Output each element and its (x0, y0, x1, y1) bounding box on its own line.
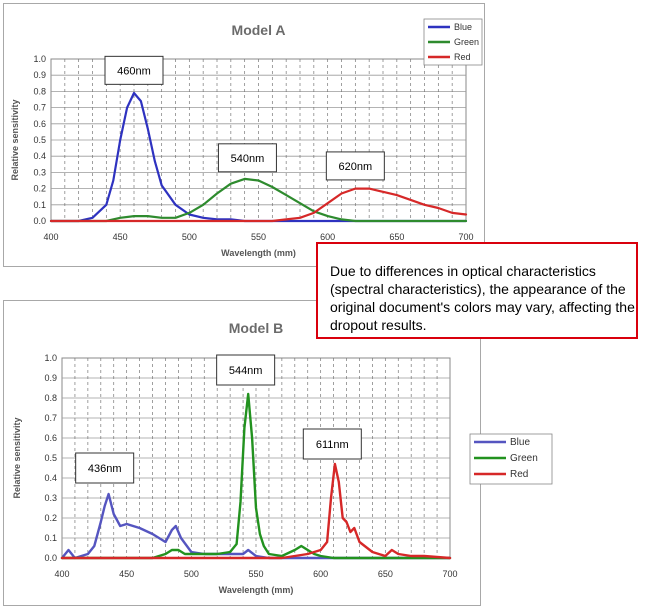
legend-label-blue: Blue (510, 437, 530, 448)
annotation-label: 436nm (88, 463, 122, 475)
legend-label-blue: Blue (454, 22, 472, 32)
chart-panel-model-a: 0.0 0.1 0.2 0.3 0.4 0.5 0.6 0.7 0.8 0.9 1.0 400 450 5… (3, 3, 485, 267)
x-tick-label: 450 (119, 569, 134, 579)
y-tick-label: 0.1 (44, 533, 57, 543)
series-line-green (49, 177, 468, 223)
series-line-red (49, 187, 468, 223)
y-tick-label: 0.3 (44, 493, 57, 503)
x-tick-label: 400 (54, 569, 69, 579)
chart-model-b: 0.0 0.1 0.2 0.3 0.4 0.5 0.6 0.7 0.8 0.9 1.0 400 450 5… (12, 320, 553, 595)
legend-label-green: Green (510, 453, 538, 464)
note-callout-text: Due to differences in optical characteri… (330, 263, 635, 333)
x-tick-label: 650 (378, 569, 393, 579)
y-axis-label: Relative sensitivity (10, 99, 20, 180)
x-tick-label: 500 (182, 232, 197, 242)
annotation-label: 460nm (117, 65, 151, 77)
x-tick-label: 600 (320, 232, 335, 242)
x-tick-label: 600 (313, 569, 328, 579)
y-tick-label: 0.4 (44, 473, 57, 483)
x-tick-label: 550 (251, 232, 266, 242)
y-tick-label: 0.3 (33, 167, 46, 177)
annotation-label: 620nm (339, 161, 373, 173)
y-tick-label: 0.6 (44, 433, 57, 443)
x-tick-label: 500 (184, 569, 199, 579)
y-tick-label: 0.4 (33, 151, 46, 161)
series-line-green (60, 392, 452, 560)
y-tick-label: 1.0 (33, 54, 46, 64)
annotation-box (325, 151, 385, 181)
x-tick-label: 650 (389, 232, 404, 242)
x-tick-label: 400 (43, 232, 58, 242)
note-callout: Due to differences in optical characteri… (316, 242, 638, 339)
legend-label-green: Green (454, 37, 479, 47)
x-tick-label: 450 (113, 232, 128, 242)
y-tick-label: 0.9 (44, 373, 57, 383)
y-tick-label: 0.8 (33, 86, 46, 96)
chart-title: Model A (232, 22, 286, 38)
y-tick-label: 0.1 (33, 200, 46, 210)
series-line-red (60, 462, 452, 560)
chart-title: Model B (229, 320, 283, 336)
y-tick-label: 0.5 (33, 135, 46, 145)
y-tick-label: 0.9 (33, 70, 46, 80)
annotation-label: 544nm (229, 365, 263, 377)
y-tick-label: 0.2 (33, 184, 46, 194)
y-tick-label: 0.2 (44, 513, 57, 523)
y-tick-label: 0.0 (33, 216, 46, 226)
y-tick-label: 1.0 (44, 353, 57, 363)
chart-panel-model-b: 0.0 0.1 0.2 0.3 0.4 0.5 0.6 0.7 0.8 0.9 1.0 400 450 5… (3, 300, 553, 606)
chart-model-a: 0.0 0.1 0.2 0.3 0.4 0.5 0.6 0.7 0.8 0.9 1.0 400 450 5… (10, 18, 483, 258)
y-tick-label: 0.7 (33, 103, 46, 113)
legend-label-red: Red (510, 469, 528, 480)
y-tick-label: 0.0 (44, 553, 57, 563)
y-tick-label: 0.5 (44, 453, 57, 463)
annotation-label: 540nm (231, 153, 265, 165)
x-tick-label: 550 (248, 569, 263, 579)
y-tick-label: 0.6 (33, 119, 46, 129)
y-tick-label: 0.8 (44, 393, 57, 403)
y-tick-label: 0.7 (44, 413, 57, 423)
x-tick-label: 700 (442, 569, 457, 579)
annotation-label: 611nm (316, 439, 349, 451)
annotation-box (104, 55, 164, 85)
y-axis-label: Relative sensitivity (12, 417, 22, 498)
annotation-box (302, 428, 362, 460)
series-line-blue (60, 492, 452, 560)
annotation-box (75, 452, 135, 484)
annotation-box (216, 354, 276, 386)
legend-label-red: Red (454, 52, 471, 62)
x-axis-label: Wavelength (mm) (219, 585, 294, 595)
x-axis-label: Wavelength (mm) (221, 248, 296, 258)
x-tick-label: 700 (458, 232, 473, 242)
annotation-box (217, 143, 277, 173)
